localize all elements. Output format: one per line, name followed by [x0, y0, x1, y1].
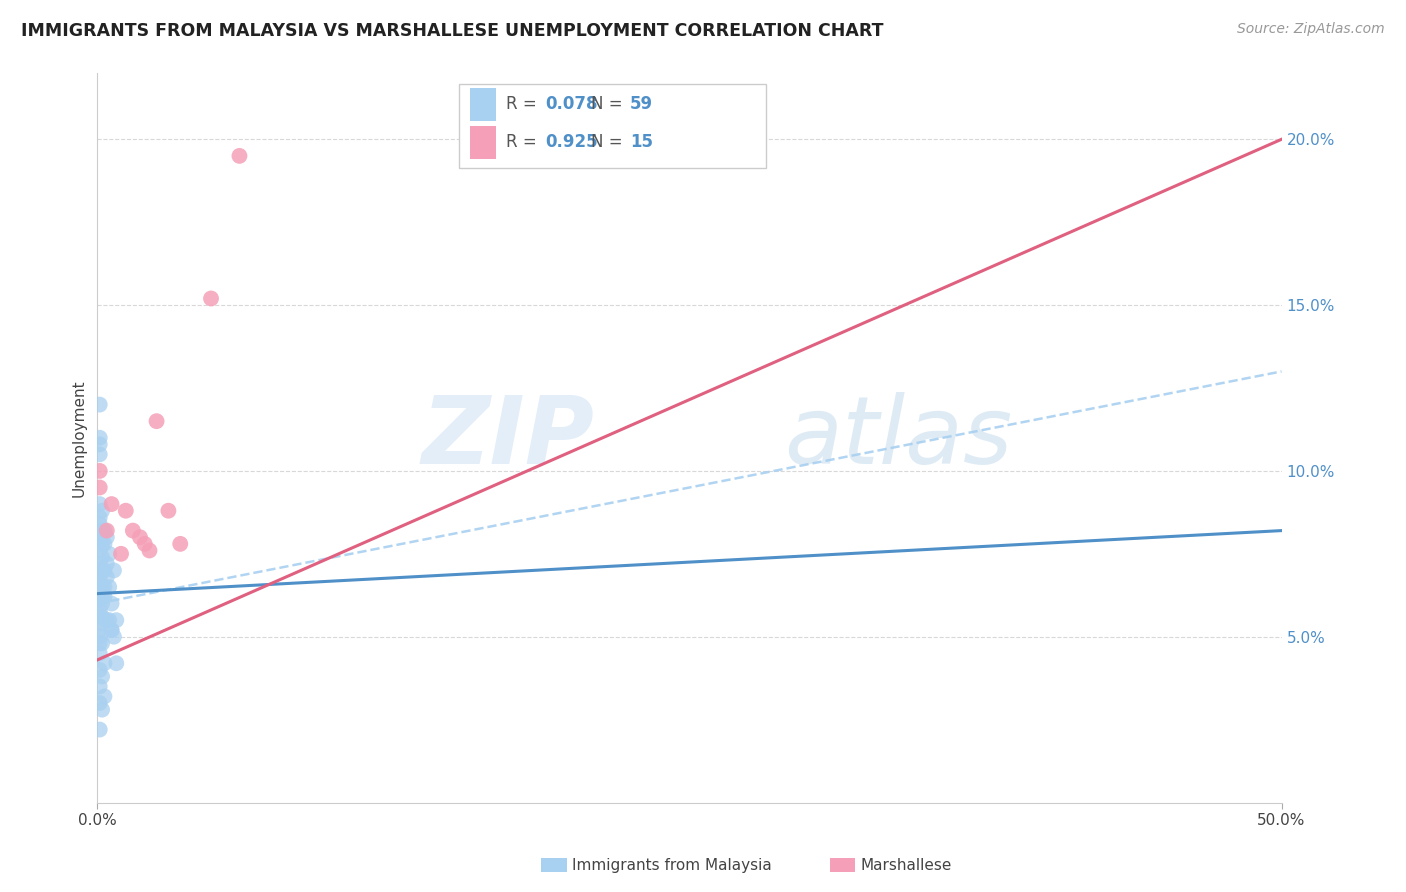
Point: [114, 504, 136, 518]
Point: [89, 630, 111, 644]
Point: [89, 497, 111, 511]
Point: [89, 623, 111, 637]
Point: [105, 657, 128, 671]
Point: [96, 530, 118, 544]
Point: [89, 481, 111, 495]
Point: [89, 530, 111, 544]
Point: [91, 524, 114, 538]
Point: [89, 593, 111, 607]
Point: [89, 570, 111, 584]
Point: [89, 723, 111, 737]
Point: [91, 590, 114, 604]
Point: [100, 623, 122, 637]
Point: [89, 516, 111, 531]
Point: [138, 543, 160, 558]
Point: [89, 603, 111, 617]
Text: 0.078: 0.078: [546, 95, 598, 113]
Text: 59: 59: [630, 95, 654, 113]
Point: [134, 537, 156, 551]
Point: [96, 524, 118, 538]
Point: [89, 543, 111, 558]
Point: [91, 636, 114, 650]
Point: [91, 597, 114, 611]
Point: [100, 497, 122, 511]
Point: [89, 437, 111, 451]
Text: Source: ZipAtlas.com: Source: ZipAtlas.com: [1237, 22, 1385, 37]
Point: [93, 590, 115, 604]
Point: [91, 537, 114, 551]
FancyBboxPatch shape: [458, 84, 766, 168]
Point: [89, 663, 111, 677]
Point: [96, 557, 118, 571]
Point: [145, 414, 167, 428]
Point: [103, 563, 125, 577]
Point: [93, 537, 115, 551]
Point: [91, 504, 114, 518]
Point: [91, 669, 114, 683]
Text: IMMIGRANTS FROM MALAYSIA VS MARSHALLESE UNEMPLOYMENT CORRELATION CHART: IMMIGRANTS FROM MALAYSIA VS MARSHALLESE …: [21, 22, 883, 40]
FancyBboxPatch shape: [471, 126, 496, 159]
Point: [89, 464, 111, 478]
Text: atlas: atlas: [785, 392, 1012, 483]
Point: [100, 597, 122, 611]
Text: R =: R =: [506, 95, 541, 113]
Y-axis label: Unemployment: Unemployment: [72, 379, 86, 497]
Point: [98, 547, 121, 561]
Point: [103, 630, 125, 644]
Point: [89, 636, 111, 650]
Point: [89, 646, 111, 660]
Point: [129, 530, 152, 544]
Point: [91, 610, 114, 624]
Point: [91, 580, 114, 594]
Point: [89, 610, 111, 624]
Text: N =: N =: [591, 95, 628, 113]
Point: [89, 510, 111, 524]
Point: [105, 613, 128, 627]
Point: [91, 703, 114, 717]
Point: [228, 149, 250, 163]
Point: [110, 547, 132, 561]
Point: [89, 696, 111, 710]
Point: [200, 292, 222, 306]
Point: [89, 616, 111, 631]
Point: [91, 563, 114, 577]
Point: [100, 623, 122, 637]
Point: [157, 504, 180, 518]
Text: N =: N =: [591, 133, 628, 152]
Point: [96, 613, 118, 627]
Text: Immigrants from Malaysia: Immigrants from Malaysia: [572, 858, 772, 872]
Point: [96, 570, 118, 584]
Point: [89, 398, 111, 412]
Point: [89, 576, 111, 591]
Point: [89, 447, 111, 461]
Point: [93, 524, 115, 538]
Point: [98, 580, 121, 594]
Point: [91, 550, 114, 565]
Text: 15: 15: [630, 133, 654, 152]
Point: [98, 613, 121, 627]
Point: [122, 524, 145, 538]
Text: R =: R =: [506, 133, 541, 152]
FancyBboxPatch shape: [471, 88, 496, 120]
Point: [89, 586, 111, 600]
Point: [93, 657, 115, 671]
Text: Marshallese: Marshallese: [860, 858, 952, 872]
Point: [169, 537, 191, 551]
Point: [93, 563, 115, 577]
Text: 0.925: 0.925: [546, 133, 598, 152]
Point: [93, 690, 115, 704]
Text: ZIP: ZIP: [422, 392, 595, 483]
Point: [89, 557, 111, 571]
Point: [89, 680, 111, 694]
Point: [93, 580, 115, 594]
Point: [89, 431, 111, 445]
